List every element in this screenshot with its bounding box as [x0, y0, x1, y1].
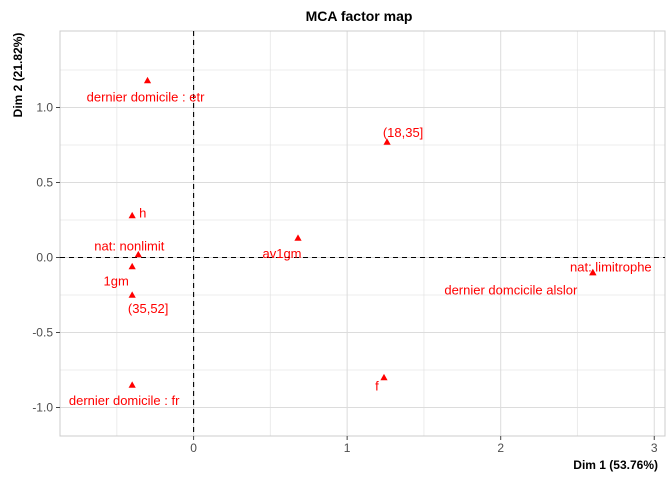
- point-label: dernier domcicile alslor: [444, 283, 578, 298]
- data-point-marker: [134, 250, 142, 258]
- data-point-marker: [380, 373, 388, 381]
- point-label: 1gm: [104, 274, 129, 289]
- point-labels: dernier domicile : etr (18,35] h nat: nonli…: [69, 90, 652, 409]
- data-point-marker: [143, 76, 152, 84]
- grid-layer: [60, 31, 665, 436]
- data-point-marker: [128, 381, 136, 388]
- y-tick-label: -1.0: [32, 401, 53, 415]
- data-point-marker: [589, 268, 597, 276]
- data-point-marker: [128, 211, 136, 219]
- y-axis-title: Dim 2 (21.82%): [11, 33, 25, 118]
- y-tick-label: 1.0: [36, 101, 53, 115]
- point-label: (18,35]: [383, 125, 423, 140]
- data-point-marker: [294, 234, 302, 241]
- point-label: dernier domicile : etr: [87, 90, 205, 105]
- data-point-marker: [128, 262, 136, 270]
- y-tick-label: -0.5: [32, 326, 53, 340]
- panel-border: [59, 30, 666, 437]
- data-point-marker: [128, 291, 136, 298]
- x-tick-label: 2: [497, 441, 504, 455]
- point-label: dernier domicile : fr: [69, 393, 180, 408]
- chart-title: MCA factor map: [306, 8, 413, 24]
- axis-ticks: 0 1 2 3 -1.0 -0.5 0.0 0.5 1.0: [32, 101, 658, 456]
- point-label: f: [375, 379, 379, 394]
- x-axis-title: Dim 1 (53.76%): [573, 458, 658, 472]
- point-label: av1gm: [262, 246, 301, 261]
- data-points: [128, 76, 597, 388]
- x-tick-label: 3: [651, 441, 658, 455]
- reference-lines: [60, 31, 665, 436]
- x-tick-label: 0: [190, 441, 197, 455]
- point-label: h: [139, 206, 146, 221]
- y-tick-label: 0.0: [36, 251, 53, 265]
- point-label: nat: limitrophe: [570, 260, 652, 275]
- point-label: nat: nonlimit: [94, 239, 164, 254]
- x-tick-label: 1: [344, 441, 351, 455]
- y-tick-label: 0.5: [36, 176, 53, 190]
- point-label: (35,52]: [128, 301, 168, 316]
- data-point-marker: [383, 138, 391, 145]
